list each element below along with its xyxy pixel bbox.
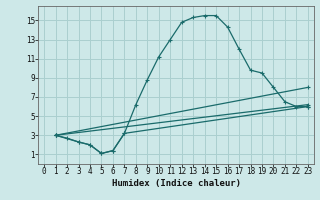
X-axis label: Humidex (Indice chaleur): Humidex (Indice chaleur): [111, 179, 241, 188]
